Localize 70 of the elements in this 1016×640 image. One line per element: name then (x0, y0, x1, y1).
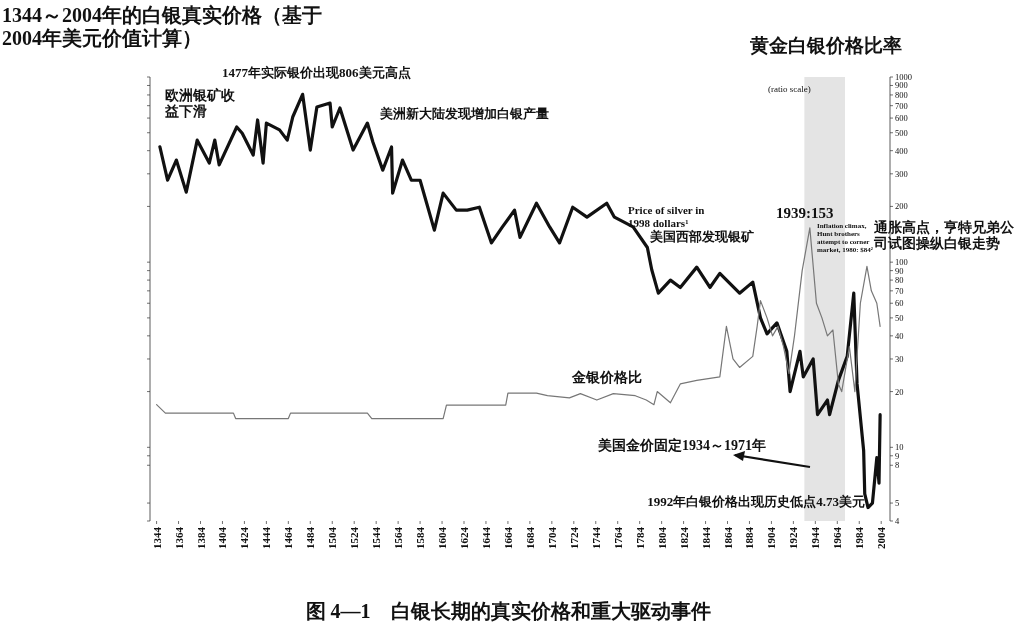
y-tick-label: 700 (895, 100, 908, 111)
band-label: 美国金价固定1934～1971年 (598, 438, 766, 455)
x-tick-label: 1624 (458, 526, 471, 549)
x-tick-label: 1424 (238, 526, 251, 549)
y-tick-label: 20 (895, 386, 904, 397)
annotation: 欧洲银矿收益下滑 (165, 88, 236, 121)
x-tick-label: 1664 (501, 526, 514, 549)
x-tick-label: 1824 (677, 526, 690, 549)
x-tick-label: 1884 (743, 526, 756, 549)
x-tick-label: 1644 (479, 526, 492, 549)
x-tick-label: 1964 (831, 526, 844, 549)
x-tick-label: 1604 (436, 526, 449, 549)
x-tick-label: 1524 (348, 526, 361, 549)
x-tick-label: 1464 (282, 526, 295, 549)
y-tick-label: 70 (895, 285, 904, 296)
y-tick-label: 30 (895, 353, 904, 364)
y-tick-label: 40 (895, 330, 904, 341)
x-tick-label: 1384 (194, 526, 207, 549)
y-tick-label: 100 (895, 257, 908, 268)
x-tick-label: 1344 (150, 526, 163, 549)
x-tick-label: 1924 (787, 526, 800, 549)
text: 黄金白银价格比率 (750, 35, 902, 57)
y-tick-label: 600 (895, 113, 908, 124)
y-tick-label: 50 (895, 312, 904, 323)
x-tick-label: 1744 (589, 526, 602, 549)
x-tick-label: 1584 (414, 526, 427, 549)
y-tick-label: 9 (895, 450, 900, 461)
annotation: 1939:153 (776, 205, 834, 223)
y-axis-title: 1344～2004年的白银真实价格（基于2004年美元价值计算） (2, 4, 323, 50)
y-tick-label: 400 (895, 145, 908, 156)
y-tick-label: 8 (895, 460, 900, 471)
annotation: 美洲新大陆发现增加白银产量 (380, 106, 549, 122)
y-tick-label: 5 (895, 498, 900, 509)
x-tick-label: 1724 (567, 526, 580, 549)
y-tick-label: 60 (895, 298, 904, 309)
x-tick-label: 1904 (765, 526, 778, 549)
x-tick-label: 1404 (216, 526, 229, 549)
y-tick-label: 200 (895, 201, 908, 212)
annotation: 1992年白银价格出现历史低点4.73美元 (647, 493, 866, 510)
annotation: 通胀高点，亨特兄弟公司试图操纵白银走势 (874, 220, 1015, 253)
x-tick-label: 2004 (875, 526, 888, 549)
y-tick-label: 900 (895, 80, 908, 91)
y-tick-label: 10 (895, 442, 904, 453)
x-tick-label: 1704 (545, 526, 558, 549)
y-tick-label: 1000 (895, 72, 912, 82)
x-tick-label: 1484 (304, 526, 317, 549)
y-tick-label: 80 (895, 275, 904, 286)
x-tick-label: 1364 (172, 526, 185, 549)
y-tick-label: 90 (895, 265, 904, 276)
x-tick-label: 1844 (699, 526, 712, 549)
x-tick-label: 1944 (809, 526, 822, 549)
text: 图 4—1 白银长期的真实价格和重大驱动事件 (304, 600, 712, 623)
annotation: 1477年实际银价出现806美元高点 (222, 65, 411, 81)
x-tick-label: 1764 (611, 526, 624, 549)
x-tick-label: 1444 (260, 526, 273, 549)
x-tick-label: 1784 (633, 526, 646, 549)
annotation: (ratio scale) (768, 84, 811, 95)
annotation: 美国西部发现银矿 (650, 229, 754, 245)
x-tick-label: 1564 (392, 526, 405, 549)
x-tick-label: 1504 (326, 526, 339, 549)
x-tick-label: 1544 (370, 526, 383, 549)
y-tick-label: 500 (895, 127, 908, 138)
x-tick-label: 1984 (853, 526, 866, 549)
y-tick-label: 300 (895, 168, 908, 179)
series-label: 金银价格比 (572, 370, 642, 387)
x-tick-label: 1864 (721, 526, 734, 549)
y-tick-label: 4 (895, 516, 900, 526)
x-tick-label: 1684 (523, 526, 536, 549)
y-tick-label: 800 (895, 89, 908, 100)
x-tick-label: 1804 (655, 526, 668, 549)
